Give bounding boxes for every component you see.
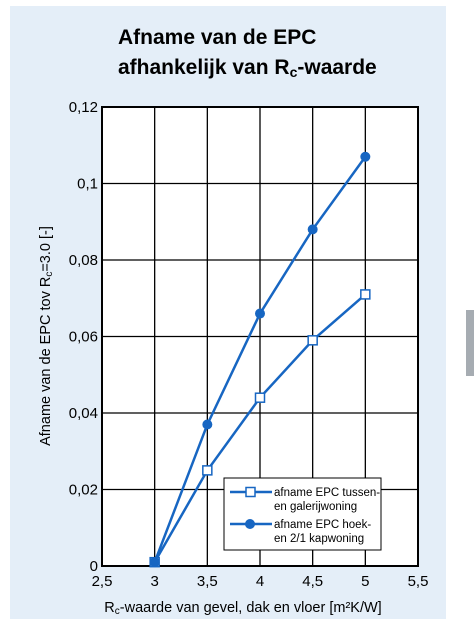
legend: afname EPC tussen- en galerijwoning afna… — [223, 477, 382, 551]
x-tick-label: 3,5 — [197, 573, 218, 590]
legend-label-series-1b: en galerijwoning — [274, 501, 357, 513]
x-tick-label: 5 — [361, 573, 369, 590]
data-point-circle — [307, 224, 318, 235]
legend-marker-square — [245, 486, 256, 498]
title-subscript: c — [289, 64, 298, 80]
x-label-subscript: c — [115, 606, 120, 617]
y-axis-label: Afname van de EPC tov Rc=3.0 [-] — [38, 226, 55, 446]
chart-title-line1: Afname van de EPC — [118, 26, 317, 49]
data-point-square — [202, 465, 213, 476]
y-tick-label: 0,06 — [69, 329, 98, 346]
x-tick-label: 2,5 — [92, 573, 113, 590]
data-point-square — [360, 289, 371, 300]
data-point-square — [254, 392, 266, 403]
y-tick-label: 0,04 — [69, 405, 98, 422]
title-suffix: -waarde — [297, 56, 377, 79]
data-point-circle — [360, 151, 371, 162]
y-tick-labels: 0 0,02 0,04 0,06 0,08 0,1 0,12 — [69, 99, 98, 575]
legend-label-series-1a: afname EPC tussen- — [274, 487, 380, 499]
series-layer — [149, 151, 371, 568]
x-tick-label: 3 — [150, 573, 158, 590]
y-label-text: Afname van de EPC tov R — [38, 277, 54, 446]
y-tick-label: 0,02 — [69, 482, 98, 499]
y-tick-label: 0,1 — [77, 176, 98, 193]
y-tick-label: 0,12 — [69, 99, 98, 116]
x-tick-label: 5,5 — [408, 573, 429, 590]
data-point-circle — [149, 557, 160, 568]
data-point-circle — [255, 308, 265, 319]
chart-title-line2: afhankelijk van Rc-waarde — [118, 56, 377, 80]
y-label-subscript: c — [44, 272, 55, 277]
side-tab — [466, 310, 474, 376]
x-axis-label: Rc-waarde van gevel, dak en vloer [m²K/W… — [104, 600, 381, 617]
x-label-suffix: -waarde van gevel, dak en vloer [m²K/W] — [120, 600, 382, 616]
x-tick-label: 4 — [256, 573, 264, 590]
title-text: afhankelijk van R — [118, 56, 290, 79]
plot-frame — [101, 106, 419, 567]
y-tick-label: 0 — [90, 558, 98, 575]
data-point-square — [307, 335, 318, 346]
x-tick-label: 4,5 — [302, 573, 323, 590]
legend-marker-circle — [245, 519, 255, 529]
y-label-suffix: =3.0 [-] — [38, 226, 54, 272]
x-label-text: R — [104, 600, 114, 616]
legend-label-series-2a: afname EPC hoek- — [274, 519, 371, 531]
y-tick-label: 0,08 — [69, 252, 98, 269]
legend-label-series-2b: en 2/1 kapwoning — [274, 533, 364, 545]
data-point-circle — [202, 419, 213, 430]
x-tick-labels: 2,5 3 3,5 4 4,5 5 5,5 — [92, 573, 429, 590]
